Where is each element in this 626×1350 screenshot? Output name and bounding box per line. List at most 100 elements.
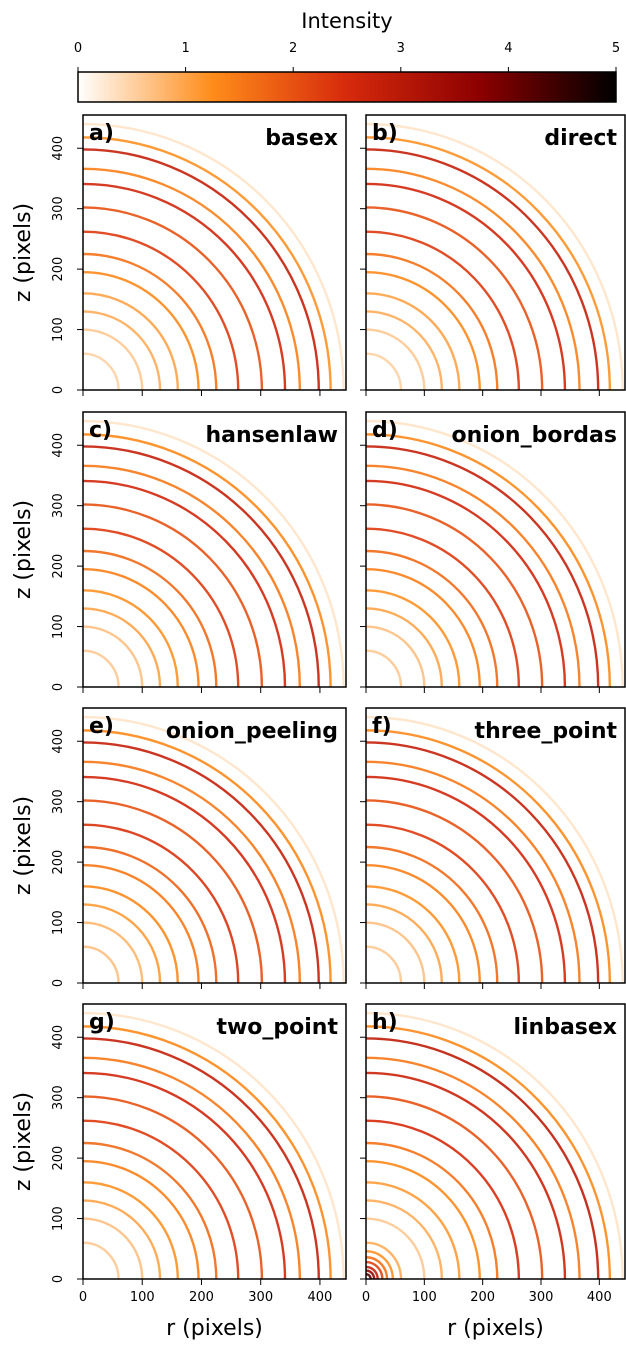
ring (366, 945, 403, 983)
y-tick-label: 0 (51, 979, 66, 987)
ring (83, 270, 200, 390)
ring (83, 352, 120, 390)
ring (366, 589, 461, 687)
ring (83, 921, 144, 983)
y-tick-label: 300 (51, 789, 66, 814)
ring (366, 419, 624, 687)
panel: 0 100 200 300 400 h) linbasex r (pixels) (360, 1003, 626, 1341)
ring (366, 1217, 426, 1279)
ring (83, 1011, 345, 1279)
panel-frame (365, 707, 626, 984)
ring (366, 479, 567, 687)
ring (366, 136, 612, 390)
panel-label: f) (372, 714, 392, 739)
panel-title: onion_peeling (166, 719, 338, 744)
ring (83, 206, 264, 390)
ring (83, 607, 162, 687)
ring (83, 1119, 240, 1279)
panel-frame (82, 114, 347, 391)
ring (366, 1071, 567, 1279)
ring (366, 433, 612, 687)
ring (83, 760, 301, 983)
ring (366, 625, 426, 687)
ring (366, 527, 521, 687)
ring (83, 1056, 301, 1279)
ring (83, 715, 345, 983)
panel-title: direct (544, 126, 617, 151)
ring (366, 464, 581, 687)
ring (366, 1095, 544, 1279)
ring (366, 845, 499, 983)
ring (83, 845, 218, 983)
ring (366, 328, 426, 390)
ring (366, 1181, 461, 1279)
ring (83, 167, 301, 390)
ring (83, 1241, 120, 1279)
panel-frame (365, 1003, 626, 1280)
panel-frame (82, 1003, 347, 1280)
ring (366, 1025, 612, 1279)
panel-label: h) (372, 1010, 398, 1035)
ring (366, 607, 444, 687)
ring (366, 122, 624, 390)
panel-title: two_point (216, 1015, 338, 1040)
ring (366, 167, 581, 390)
panel: 0 100 200 300 400 a) basex z (pixels) (11, 114, 347, 396)
rings (366, 715, 624, 983)
ring (83, 464, 301, 687)
ring (83, 310, 162, 390)
ring (83, 729, 332, 983)
x-tick-label: 0 (362, 1290, 370, 1305)
ring (83, 885, 179, 983)
panel-frame (365, 411, 626, 688)
ring (366, 549, 499, 687)
ring (366, 567, 481, 687)
ring (83, 148, 320, 390)
ring (366, 310, 444, 390)
ring (366, 206, 544, 390)
ring (83, 549, 218, 687)
x-axis-label: r (pixels) (166, 1316, 263, 1341)
ring (366, 885, 461, 983)
y-tick-label: 200 (51, 1146, 66, 1171)
ring (366, 775, 567, 983)
x-tick-label: 100 (130, 1290, 155, 1305)
panel-label: g) (89, 1010, 115, 1035)
y-tick-label: 400 (51, 136, 66, 161)
y-axis-label: z (pixels) (11, 1092, 36, 1191)
ring (83, 945, 120, 983)
colorbar-tick-label: 0 (74, 41, 82, 56)
y-tick-label: 300 (51, 1085, 66, 1110)
panel-label: d) (372, 418, 398, 443)
ring (83, 1141, 218, 1279)
colorbar-label: Intensity (301, 9, 392, 33)
ring (366, 741, 600, 983)
ring (366, 1250, 395, 1279)
ring (83, 230, 240, 390)
y-tick-label: 100 (51, 910, 66, 935)
ring (366, 1241, 403, 1279)
ring (366, 1119, 521, 1279)
ring (366, 649, 403, 687)
panel: d) onion_bordas (360, 411, 626, 693)
rings (366, 419, 624, 687)
ring (83, 863, 200, 983)
panel: f) three_point (360, 707, 626, 989)
ring (83, 1159, 200, 1279)
x-axis-label: r (pixels) (447, 1316, 544, 1341)
ring (83, 649, 120, 687)
panel-title: hansenlaw (205, 423, 338, 448)
ring (366, 1265, 379, 1279)
x-tick-label: 300 (248, 1290, 273, 1305)
ring (83, 903, 162, 983)
ring (83, 1181, 179, 1279)
ring (83, 479, 287, 687)
ring (366, 252, 499, 390)
ring (366, 903, 444, 983)
ring (83, 1217, 144, 1279)
x-tick-label: 200 (470, 1290, 495, 1305)
panel-frame (82, 411, 347, 688)
ring (366, 182, 567, 390)
